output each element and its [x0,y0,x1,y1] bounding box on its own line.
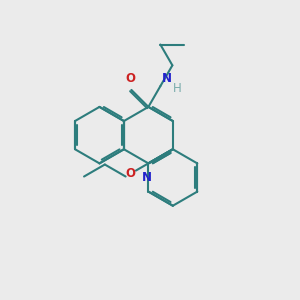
Text: H: H [173,82,182,95]
Text: O: O [125,73,135,85]
Text: O: O [126,167,136,180]
Text: N: N [142,171,152,184]
Text: N: N [162,72,172,85]
